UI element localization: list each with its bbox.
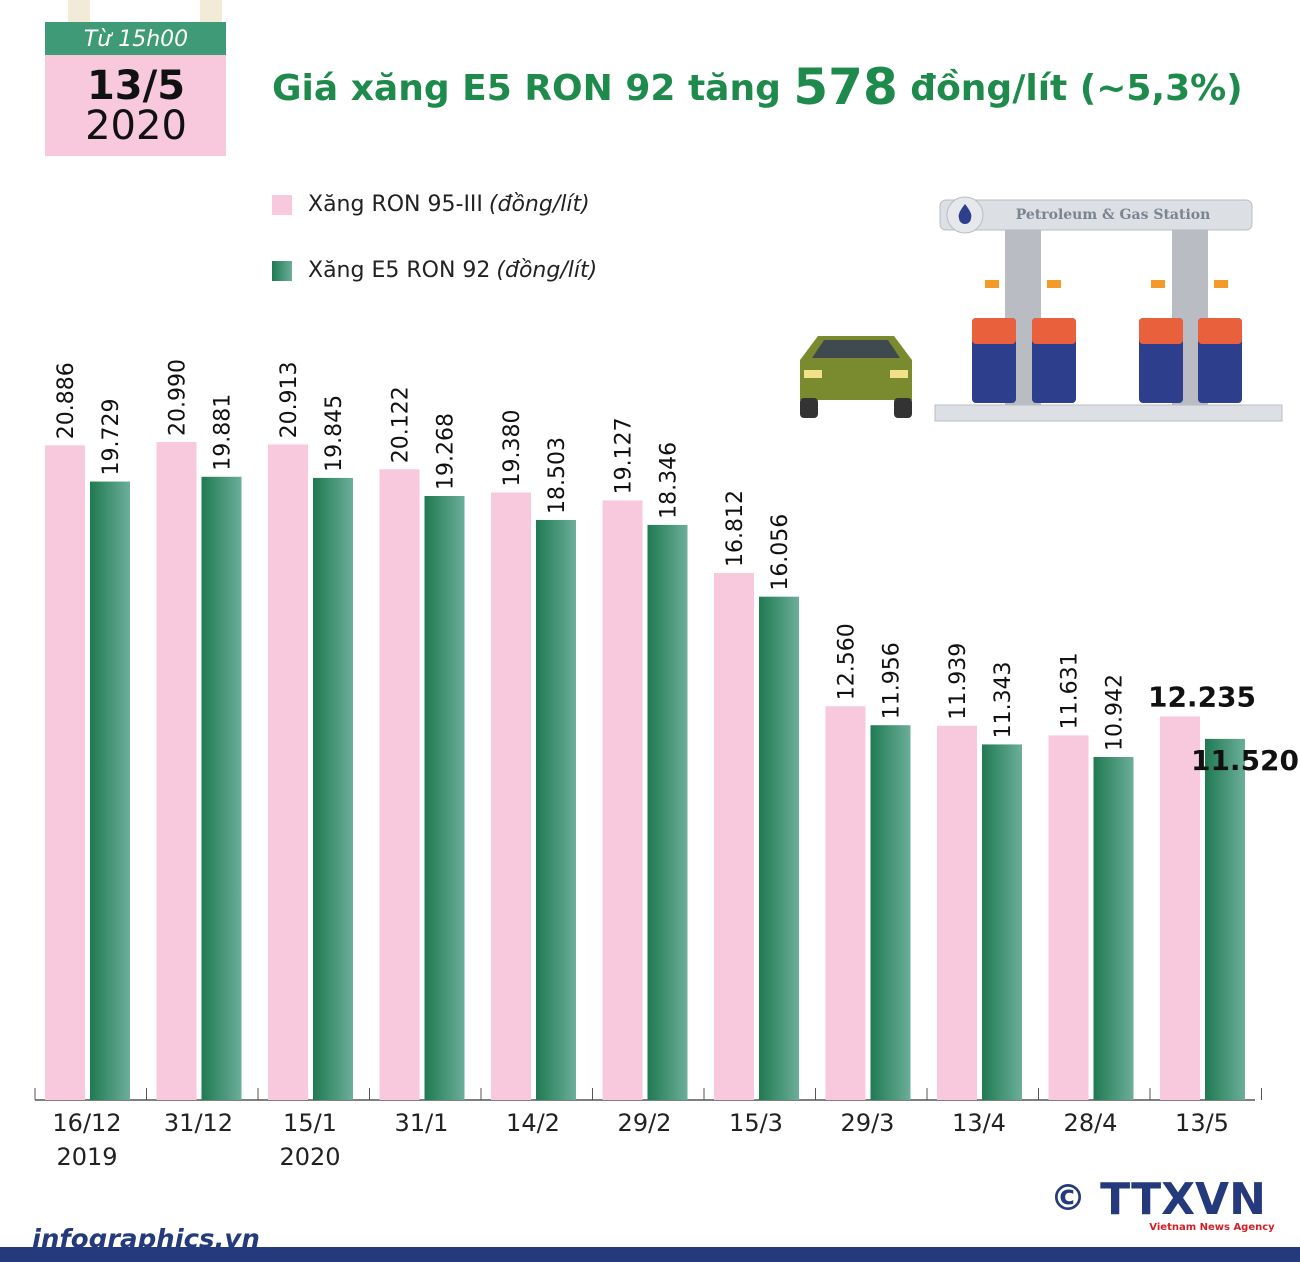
bar — [491, 492, 531, 1100]
title-part: Giá xăng E5 RON 92 tăng — [272, 68, 793, 109]
legend-swatch — [272, 195, 292, 215]
lamp — [985, 280, 999, 288]
x-tick-label: 29/2 — [618, 1109, 672, 1137]
bar — [156, 442, 197, 1100]
bar — [759, 596, 799, 1100]
bar — [1048, 735, 1089, 1100]
x-tick-label: 15/1 — [283, 1109, 337, 1137]
legend-unit: (đồng/lít) — [496, 258, 597, 283]
x-tick-label: 29/3 — [841, 1109, 895, 1137]
footer-band — [0, 1247, 1300, 1262]
value-label: 19.127 — [612, 417, 637, 494]
value-label: 16.812 — [723, 490, 748, 567]
value-label: 12.560 — [835, 623, 860, 700]
time-band — [45, 22, 226, 55]
value-label: 19.881 — [211, 394, 236, 471]
agency: TTXVN — [1100, 1174, 1266, 1225]
bar — [268, 444, 308, 1100]
legend-label: Xăng E5 RON 92 (đồng/lít) — [308, 258, 597, 283]
agency-en: Vietnam News Agency — [1149, 1222, 1275, 1233]
year: 2020 — [85, 103, 187, 149]
bar — [45, 445, 85, 1100]
date: 13/5 — [87, 63, 185, 109]
pump-top — [1032, 318, 1076, 344]
bar — [602, 500, 643, 1101]
bar — [714, 572, 754, 1100]
bar — [1093, 756, 1134, 1100]
pump-top — [1139, 318, 1183, 344]
time: Từ 15h00 — [84, 27, 188, 52]
bar — [1160, 716, 1200, 1100]
x-tick-label: 31/1 — [395, 1109, 449, 1137]
sign — [939, 199, 1253, 231]
value-label: 10.942 — [1103, 674, 1128, 751]
gas-station: Petroleum & Gas Station — [934, 196, 1283, 422]
x-tick-label: 15/3 — [729, 1109, 783, 1137]
legend-swatch — [272, 261, 292, 281]
legend-name: Xăng RON 95-III — [308, 192, 483, 217]
title-part: đồng/lít (~5,3%) — [898, 68, 1243, 109]
value-label: 19.268 — [434, 413, 459, 490]
decor — [200, 0, 222, 22]
value-label: 20.990 — [166, 359, 191, 436]
value-label: 18.346 — [657, 442, 682, 519]
value-label: 19.729 — [99, 399, 124, 476]
x-tick-sublabel: 2020 — [279, 1143, 340, 1171]
legend-unit: (đồng/lít) — [489, 192, 590, 217]
title-highlight: 578 — [793, 58, 897, 116]
decor — [68, 0, 90, 22]
value-label: 11.343 — [991, 661, 1016, 738]
value-label: 20.122 — [389, 386, 414, 463]
value-label: 18.503 — [545, 437, 570, 514]
bar — [313, 477, 353, 1100]
drop — [958, 204, 972, 224]
bar — [647, 524, 688, 1100]
value-label: 12.235 — [1148, 680, 1256, 713]
bar — [937, 725, 977, 1100]
value-label: 19.380 — [500, 409, 525, 486]
x-tick-label: 16/12 — [52, 1109, 121, 1137]
legend-label: Xăng RON 95-III (đồng/lít) — [308, 192, 590, 217]
x-tick-label: 14/2 — [506, 1109, 560, 1137]
bar — [825, 706, 866, 1100]
bar — [201, 476, 242, 1101]
sign-text: Petroleum & Gas Station — [1016, 207, 1211, 223]
legend-name: Xăng E5 RON 92 — [308, 258, 490, 283]
value-label: 11.939 — [946, 643, 971, 720]
bar — [379, 469, 420, 1100]
lamp — [1214, 280, 1228, 288]
lamp — [1151, 280, 1165, 288]
pump-top — [1198, 318, 1242, 344]
platform — [934, 404, 1283, 422]
value-label: 16.056 — [768, 514, 793, 591]
value-label: 11.631 — [1058, 652, 1083, 729]
lamp — [1047, 280, 1061, 288]
chart-title: Giá xăng E5 RON 92 tăng 578 đồng/lít (~5… — [272, 58, 1243, 116]
bar — [982, 744, 1022, 1100]
bar — [1205, 738, 1245, 1100]
bar — [870, 725, 911, 1100]
value-label: 20.913 — [277, 361, 302, 438]
value-label: 20.886 — [54, 362, 79, 439]
x-tick-label: 13/4 — [952, 1109, 1006, 1137]
copyright: © — [1050, 1178, 1086, 1219]
bar — [90, 481, 130, 1100]
x-tick-label: 13/5 — [1175, 1109, 1229, 1137]
x-tick-sublabel: 2019 — [56, 1143, 117, 1171]
bar — [536, 519, 576, 1100]
x-tick-label: 28/4 — [1064, 1109, 1118, 1137]
bar — [424, 495, 465, 1100]
value-label: 11.956 — [880, 642, 905, 719]
car — [800, 336, 912, 418]
x-tick-label: 31/12 — [164, 1109, 233, 1137]
pump-top — [972, 318, 1016, 344]
value-label: 11.520 — [1191, 744, 1299, 777]
value-label: 19.845 — [322, 395, 347, 472]
